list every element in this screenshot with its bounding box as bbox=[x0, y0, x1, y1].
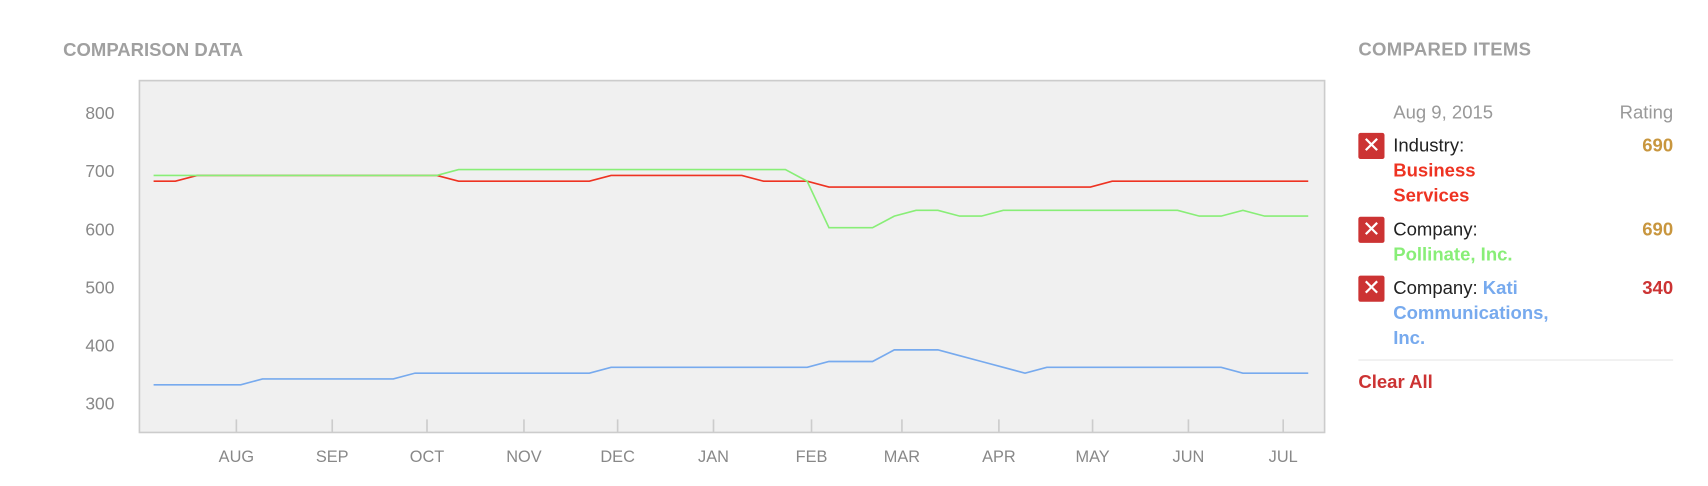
plot-area bbox=[138, 79, 1326, 434]
x-tick-label: DEC bbox=[600, 448, 635, 466]
chart: COMPARISON DATA 300 400 500 600 700 800 AUG SEP… bbox=[63, 39, 1326, 466]
x-tick-label: SEP bbox=[316, 448, 349, 466]
item-rating: 690 bbox=[1642, 218, 1674, 240]
y-tick-label: 300 bbox=[85, 394, 114, 414]
y-tick-label: 700 bbox=[85, 161, 114, 181]
item-rating: 690 bbox=[1642, 135, 1674, 156]
side-title: COMPARED ITEMS bbox=[1358, 39, 1532, 60]
rating-header: Rating bbox=[1619, 102, 1674, 124]
remove-button[interactable]: ✕ bbox=[1358, 216, 1385, 243]
item-rating: 340 bbox=[1642, 277, 1674, 299]
x-tick-label: MAY bbox=[1075, 448, 1109, 466]
item-prefix: Company: bbox=[1393, 218, 1478, 240]
remove-button[interactable]: ✕ bbox=[1358, 275, 1385, 302]
x-tick-label: OCT bbox=[410, 448, 444, 466]
item-label: Industry: Business Services bbox=[1393, 133, 1533, 208]
compared-items: COMPARED ITEMS Aug 9, 2015 Rating ✕ Indus… bbox=[1358, 39, 1674, 393]
item-row: ✕ Company: Kati Communications, Inc. 340 bbox=[1358, 275, 1674, 351]
y-tick-label: 500 bbox=[85, 277, 114, 297]
item-label: Company: Kati Communications, Inc. bbox=[1393, 276, 1548, 351]
chart-title: COMPARISON DATA bbox=[63, 39, 243, 60]
x-tick-label: JUL bbox=[1269, 448, 1298, 466]
item-name: Kati Communications, Inc. bbox=[1393, 277, 1549, 349]
clear-all[interactable]: Clear All bbox=[1358, 371, 1433, 393]
item-row: ✕ Company: Pollinate, Inc. 690 bbox=[1358, 216, 1674, 267]
x-tick-label: JUN bbox=[1173, 448, 1205, 466]
item-name: Pollinate, Inc. bbox=[1393, 244, 1513, 265]
item-label: Company: Pollinate, Inc. bbox=[1393, 217, 1533, 267]
y-tick-label: 600 bbox=[85, 219, 114, 239]
x-tick-label: APR bbox=[982, 448, 1016, 466]
remove-button[interactable]: ✕ bbox=[1358, 132, 1385, 160]
y-tick-label: 800 bbox=[85, 103, 114, 123]
item-row: ✕ Industry: Business Services 690 bbox=[1358, 132, 1674, 208]
x-tick-label: AUG bbox=[219, 448, 254, 466]
item-prefix: Industry: bbox=[1393, 135, 1465, 156]
series-line bbox=[153, 168, 1309, 229]
x-tick-label: JAN bbox=[698, 448, 729, 466]
date: Aug 9, 2015 bbox=[1393, 102, 1494, 124]
y-tick-label: 400 bbox=[85, 336, 114, 356]
x-tick-label: NOV bbox=[506, 448, 541, 466]
separator bbox=[1358, 359, 1674, 361]
side-header: Aug 9, 2015 Rating bbox=[1393, 102, 1673, 124]
x-tick-label: MAR bbox=[884, 448, 920, 466]
item-prefix: Company: bbox=[1393, 277, 1478, 299]
item-list: ✕ Industry: Business Services 690 ✕ Company:… bbox=[1358, 132, 1674, 351]
series-line bbox=[153, 349, 1309, 386]
item-name: Business Services bbox=[1393, 160, 1476, 206]
x-tick-label: FEB bbox=[796, 448, 828, 466]
